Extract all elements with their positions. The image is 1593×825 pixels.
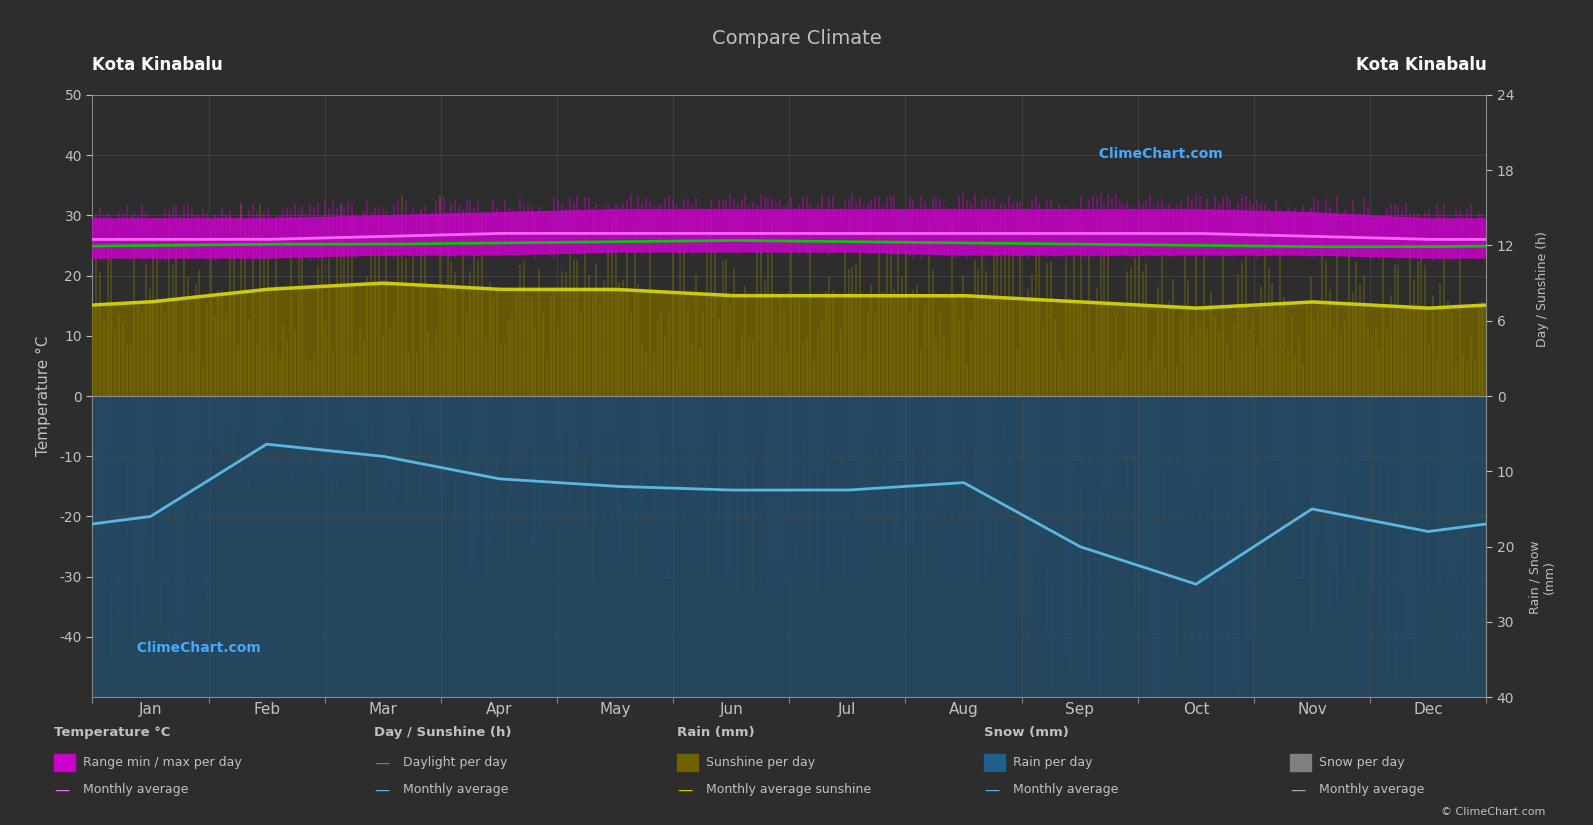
Y-axis label: Temperature °C: Temperature °C xyxy=(37,336,51,456)
Text: Range min / max per day: Range min / max per day xyxy=(83,756,242,769)
Text: —: — xyxy=(1290,783,1306,798)
Text: —: — xyxy=(54,783,70,798)
Text: Kota Kinabalu: Kota Kinabalu xyxy=(1356,56,1486,73)
Text: Compare Climate: Compare Climate xyxy=(712,29,881,48)
Text: Rain / Snow
(mm): Rain / Snow (mm) xyxy=(1528,540,1556,615)
Text: —: — xyxy=(374,783,390,798)
Text: Sunshine per day: Sunshine per day xyxy=(706,756,816,769)
Text: Monthly average sunshine: Monthly average sunshine xyxy=(706,783,871,796)
Text: Daylight per day: Daylight per day xyxy=(403,756,508,769)
Text: Monthly average: Monthly average xyxy=(403,783,508,796)
Text: Monthly average: Monthly average xyxy=(83,783,188,796)
Text: Snow per day: Snow per day xyxy=(1319,756,1405,769)
Text: Monthly average: Monthly average xyxy=(1319,783,1424,796)
Text: Monthly average: Monthly average xyxy=(1013,783,1118,796)
Text: —: — xyxy=(984,783,1000,798)
Text: © ClimeChart.com: © ClimeChart.com xyxy=(1440,807,1545,817)
Text: ClimeChart.com: ClimeChart.com xyxy=(127,641,261,655)
Text: Snow (mm): Snow (mm) xyxy=(984,726,1069,739)
Text: Kota Kinabalu: Kota Kinabalu xyxy=(92,56,223,73)
Text: Temperature °C: Temperature °C xyxy=(54,726,170,739)
Text: ClimeChart.com: ClimeChart.com xyxy=(1090,147,1223,161)
Text: Rain (mm): Rain (mm) xyxy=(677,726,755,739)
Text: Day / Sunshine (h): Day / Sunshine (h) xyxy=(374,726,511,739)
Text: Rain per day: Rain per day xyxy=(1013,756,1093,769)
Text: Day / Sunshine (h): Day / Sunshine (h) xyxy=(1536,231,1548,346)
Text: —: — xyxy=(374,756,390,771)
Text: —: — xyxy=(677,783,693,798)
